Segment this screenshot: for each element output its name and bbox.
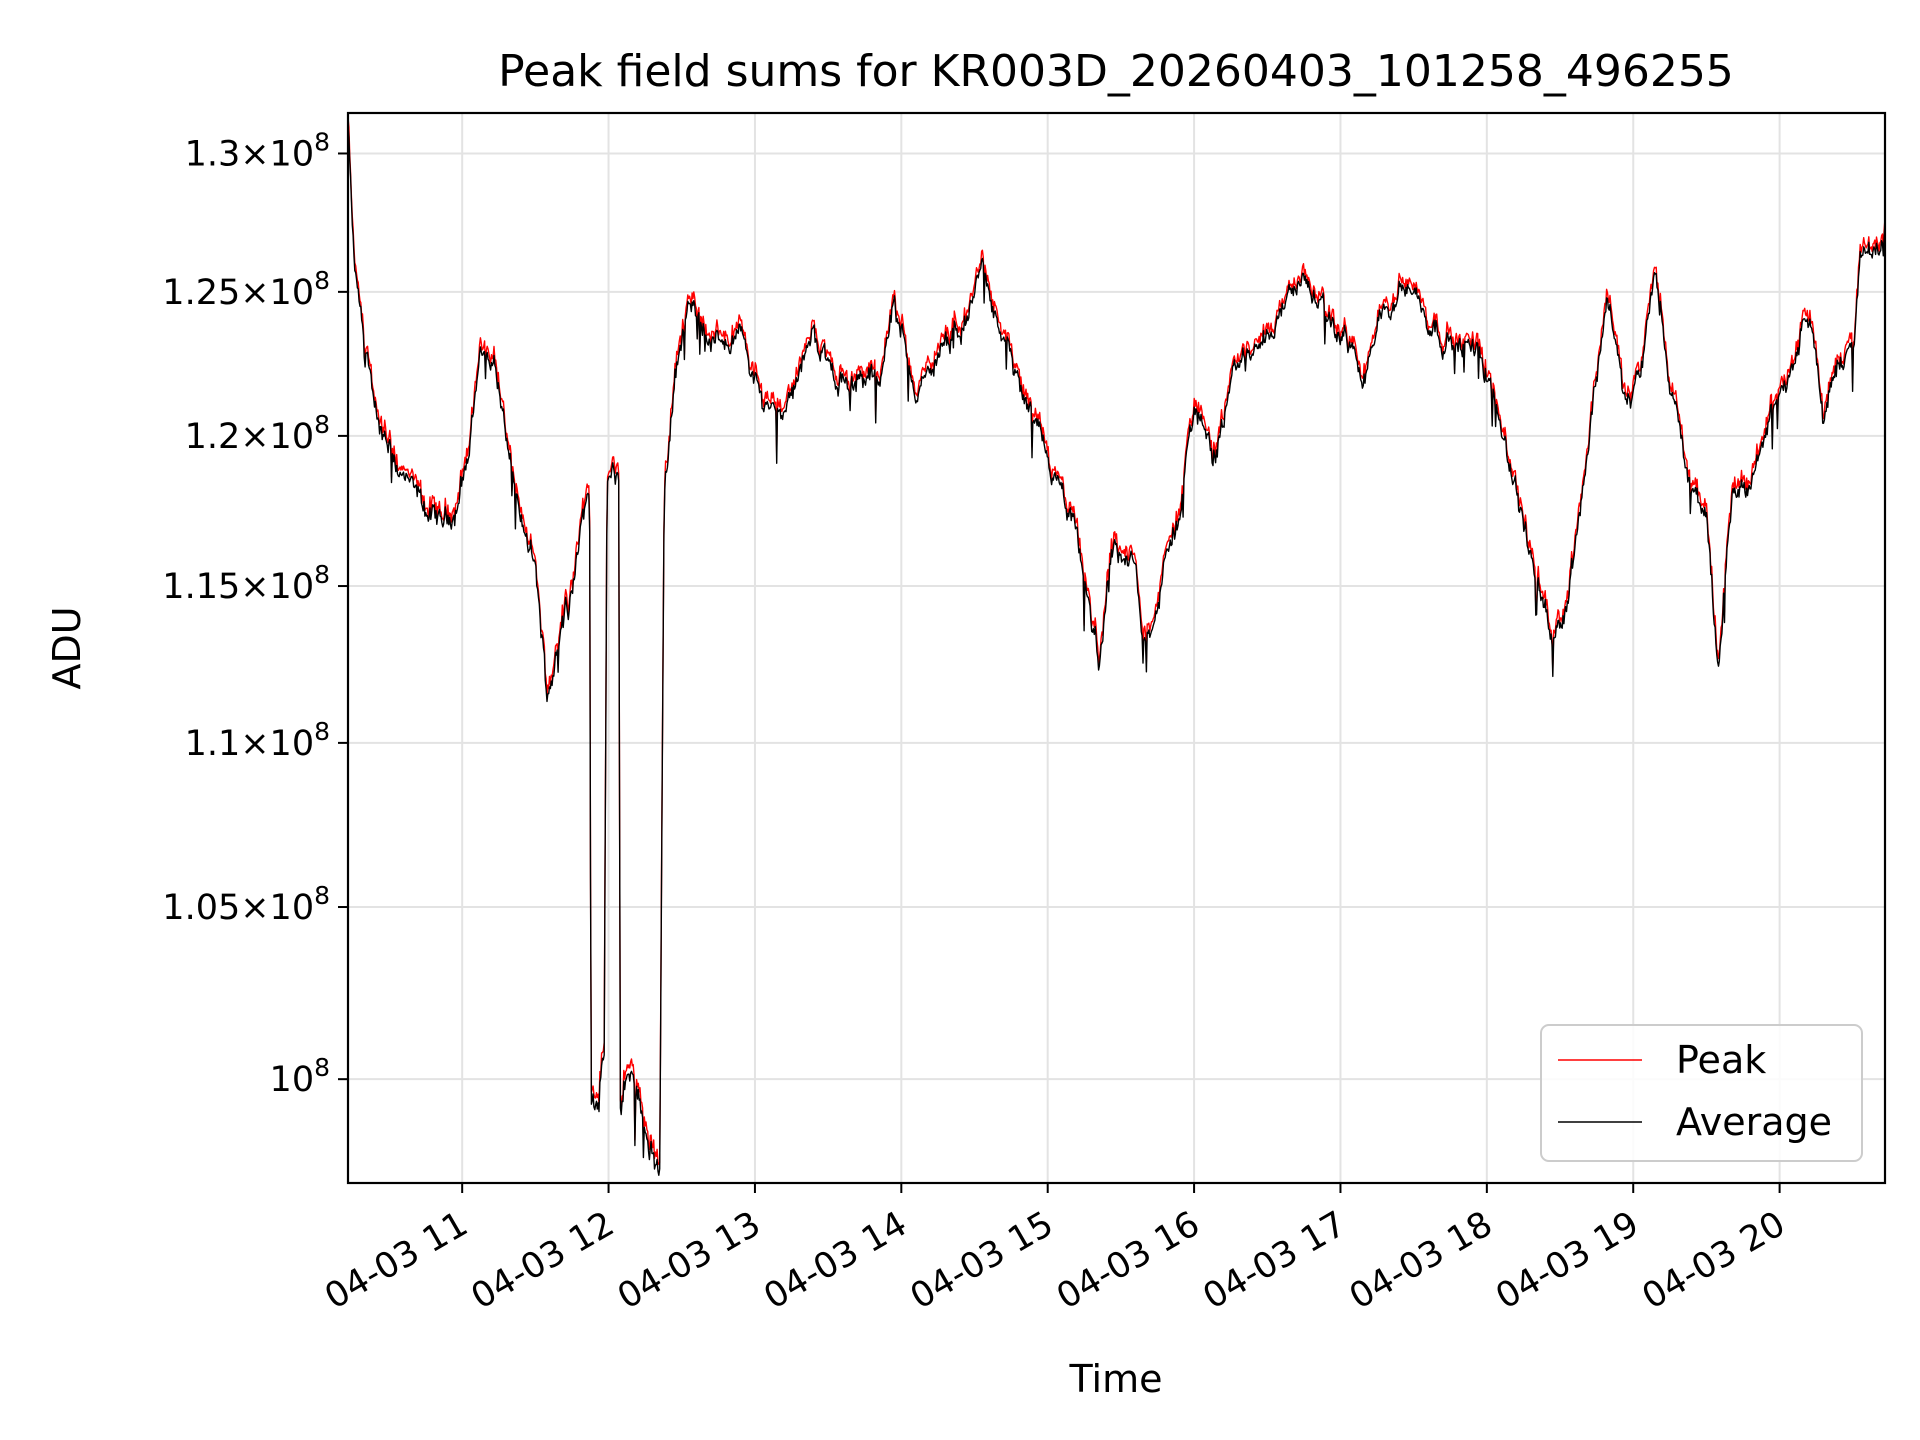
y-tick-label: 1.15×108 <box>162 560 330 607</box>
y-tick-label: 1.25×108 <box>162 266 330 313</box>
legend-average-label: Average <box>1676 1100 1832 1144</box>
y-tick-label: 1.2×108 <box>185 410 330 457</box>
y-axis-label: ADU <box>45 606 89 689</box>
legend: Peak Average <box>1540 1024 1863 1162</box>
y-tick-label: 1.3×108 <box>185 127 330 174</box>
y-axis: 108 1.05×108 1.1×108 1.15×108 1.2×108 1.25×10… <box>162 127 348 1100</box>
y-tick-label: 1.1×108 <box>185 717 330 764</box>
y-tick-label: 108 <box>270 1053 330 1100</box>
series-layer <box>348 117 1885 1176</box>
series-line-average <box>348 126 1885 1176</box>
plot-frame <box>346 111 1887 1185</box>
x-axis-label: Time <box>1069 1357 1163 1401</box>
chart-title: Peak field sums for KR003D_20260403_1012… <box>498 46 1734 97</box>
legend-peak-label: Peak <box>1676 1038 1766 1082</box>
legend-box <box>1540 1024 1863 1162</box>
y-tick-label: 1.05×108 <box>162 881 330 928</box>
